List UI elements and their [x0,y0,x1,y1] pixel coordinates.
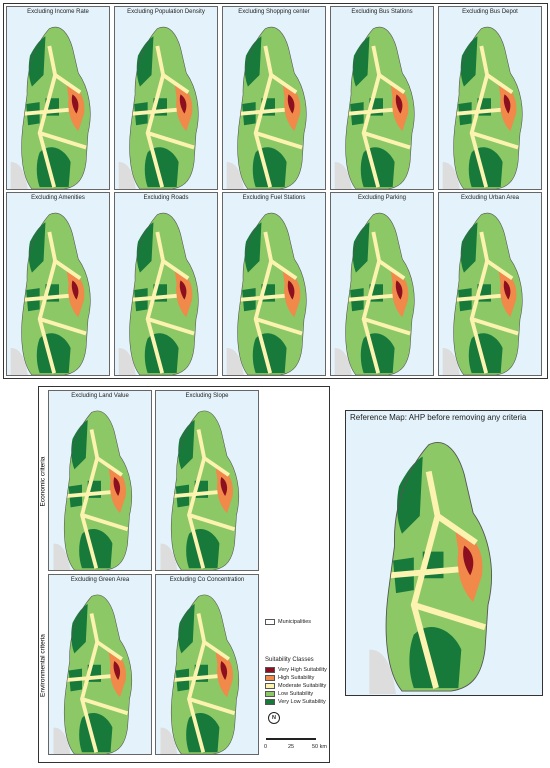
map-panel: Excluding Bus Depot [438,6,542,190]
municipality-swatch [265,619,275,625]
map [7,7,110,190]
legend-label: Very High Suitability [278,667,327,673]
map [49,391,152,571]
panel-title: Excluding Urban Area [460,195,520,201]
legend-label: Low Suitability [278,691,314,697]
legend-label: Municipalities [278,619,312,625]
map-panel: Excluding Shopping center [222,6,326,190]
map [223,7,326,190]
legend-swatch [265,699,275,705]
scale-label: 25 [288,744,295,750]
panel-title: Excluding Land Value [71,393,129,399]
legend-label: High Suitability [278,675,315,681]
map-panel: Excluding Urban Area [438,192,542,376]
side-label: Economic criteria [39,456,47,507]
panel-title: Excluding Bus Stations [351,9,413,15]
map [331,7,434,190]
map [156,391,259,571]
map-panel: Excluding Fuel Stations [222,192,326,376]
map-panel: Excluding Land Value [48,390,152,571]
side-label: Environmental criteria [39,634,47,697]
map [223,193,326,376]
map-panel: Excluding Green Area [48,574,152,755]
map [115,7,218,190]
map-panel: Excluding Income Rate [6,6,110,190]
map-panel: Excluding Parking [330,192,434,376]
legend-label: Moderate Suitability [278,683,327,689]
map [115,193,218,376]
map-panel: Excluding Bus Stations [330,6,434,190]
scale-label: 50 km [312,744,327,750]
legend-swatch [265,683,275,689]
map-panel: Excluding Population Density [114,6,218,190]
map [346,411,541,694]
reference-panel: Reference Map: AHP before removing any c… [345,410,543,696]
panel-title: Excluding Parking [357,195,407,201]
map-panel: Excluding Slope [155,390,259,571]
reference-title: Reference Map: AHP before removing any c… [350,413,527,422]
legend-title: Suitability Classes [265,657,314,663]
map-panel: Excluding Roads [114,192,218,376]
panel-title: Excluding Shopping center [238,9,310,15]
panel-title: Excluding Green Area [70,577,130,583]
panel-title: Excluding Co Concentration [169,577,245,583]
map [7,193,110,376]
map [439,7,542,190]
map [439,193,542,376]
panel-title: Excluding Bus Depot [462,9,518,15]
map-panel: Excluding Co Concentration [155,574,259,755]
north-arrow: N [268,712,280,724]
legend-swatch [265,675,275,681]
legend-label: Very Low Suitability [278,699,326,705]
panel-title: Excluding Slope [185,393,229,399]
panel-title: Excluding Roads [143,195,189,201]
map [156,575,259,755]
criteria-box-2 [38,386,330,763]
scale-bar [266,738,316,740]
panel-title: Excluding Amenities [31,195,85,201]
map-panel: Excluding Amenities [6,192,110,376]
legend-swatch [265,691,275,697]
panel-title: Excluding Income Rate [27,9,89,15]
panel-title: Excluding Population Density [127,9,205,15]
map [331,193,434,376]
criteria-box [3,3,548,379]
scale-label: 0 [264,744,268,750]
map [49,575,152,755]
legend-swatch [265,667,275,673]
panel-title: Excluding Fuel Stations [242,195,306,201]
